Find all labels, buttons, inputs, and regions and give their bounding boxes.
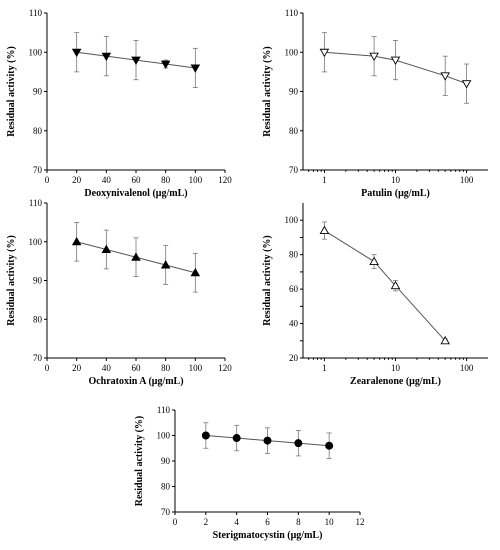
y-tick-label: 110 bbox=[29, 8, 43, 18]
data-point bbox=[160, 260, 171, 269]
x-axis-label: Zearalenone (μg/mL) bbox=[350, 376, 441, 387]
y-tick-label: 20 bbox=[289, 353, 299, 363]
data-point bbox=[319, 225, 330, 235]
y-tick-label: 40 bbox=[289, 319, 299, 329]
data-point bbox=[71, 48, 82, 58]
y-tick-label: 90 bbox=[33, 87, 43, 97]
y-tick-label: 100 bbox=[157, 431, 171, 441]
x-tick-label: 100 bbox=[189, 175, 203, 185]
y-tick-label: 100 bbox=[285, 47, 299, 57]
x-tick-label: 2 bbox=[204, 517, 209, 527]
data-point bbox=[390, 56, 401, 66]
x-tick-label: 80 bbox=[161, 363, 171, 373]
x-axis-label: Sterigmatocystin (μg/mL) bbox=[213, 530, 323, 541]
y-tick-label: 110 bbox=[285, 8, 299, 18]
x-tick-label: 80 bbox=[161, 175, 171, 185]
x-tick-label: 10 bbox=[391, 363, 401, 373]
y-tick-label: 80 bbox=[161, 482, 171, 492]
y-axis-label: Residual activity (%) bbox=[262, 46, 273, 137]
x-tick-label: 100 bbox=[189, 363, 203, 373]
x-tick-label: 0 bbox=[45, 175, 50, 185]
x-tick-label: 0 bbox=[45, 363, 50, 373]
y-axis-label: Residual activity (%) bbox=[262, 235, 273, 326]
x-tick-label: 0 bbox=[173, 517, 178, 527]
y-tick-label: 80 bbox=[33, 314, 43, 324]
x-tick-label: 100 bbox=[460, 363, 474, 373]
y-tick-label: 100 bbox=[29, 47, 43, 57]
data-point bbox=[71, 236, 82, 246]
data-point bbox=[201, 431, 210, 440]
x-tick-label: 40 bbox=[102, 363, 112, 373]
x-tick-label: 40 bbox=[102, 175, 112, 185]
data-point bbox=[263, 436, 272, 445]
y-axis-label: Residual activity (%) bbox=[6, 235, 17, 326]
data-point bbox=[440, 72, 450, 81]
x-tick-label: 20 bbox=[72, 175, 82, 185]
data-point bbox=[190, 64, 201, 73]
chart-panel-4: 20 40 60 80 100 1 10 100 Zearalenone (μg/mL) Resi… bbox=[262, 203, 488, 387]
chart-panel-1: 70 80 90 100 110 0 20 40 60 80 100 120 Deoxynivaleno… bbox=[6, 8, 232, 199]
data-point bbox=[461, 80, 472, 89]
data-point bbox=[101, 52, 112, 62]
y-tick-label: 70 bbox=[161, 507, 171, 517]
y-tick-label: 70 bbox=[289, 165, 299, 175]
x-tick-label: 100 bbox=[460, 175, 474, 185]
x-tick-label: 8 bbox=[296, 517, 301, 527]
x-tick-label: 12 bbox=[356, 517, 365, 527]
data-point bbox=[131, 56, 141, 66]
x-tick-label: 1 bbox=[322, 175, 327, 185]
x-axis-label: Deoxynivalenol (μg/mL) bbox=[84, 188, 187, 199]
data-point bbox=[390, 280, 401, 290]
x-tick-label: 120 bbox=[218, 175, 232, 185]
y-tick-label: 90 bbox=[33, 276, 43, 286]
chart-panel-3: 70 80 90 100 110 0 20 40 60 80 100 120 Ochratoxin A … bbox=[6, 198, 232, 387]
y-tick-label: 110 bbox=[29, 198, 43, 208]
chart-panel-5: 70 80 90 100 110 0 2 4 6 8 10 12 Sterigmatocystin (μ… bbox=[134, 405, 365, 541]
data-point bbox=[369, 256, 379, 266]
x-tick-label: 1 bbox=[322, 363, 327, 373]
y-tick-label: 90 bbox=[161, 456, 171, 466]
x-tick-label: 60 bbox=[132, 175, 142, 185]
x-tick-label: 120 bbox=[218, 363, 232, 373]
x-tick-label: 20 bbox=[72, 363, 82, 373]
y-tick-label: 70 bbox=[33, 165, 43, 175]
data-point bbox=[440, 335, 450, 345]
y-tick-label: 70 bbox=[33, 353, 43, 363]
x-tick-label: 60 bbox=[132, 363, 142, 373]
y-axis-label: Residual activity (%) bbox=[6, 46, 17, 137]
data-point bbox=[294, 439, 303, 448]
y-tick-label: 100 bbox=[285, 215, 299, 225]
data-point bbox=[369, 52, 379, 62]
data-point bbox=[325, 441, 334, 450]
data-point bbox=[319, 48, 330, 58]
data-point bbox=[131, 252, 141, 261]
data-point bbox=[101, 244, 112, 253]
data-point bbox=[232, 434, 241, 443]
y-tick-label: 90 bbox=[289, 87, 299, 97]
x-tick-label: 10 bbox=[325, 517, 335, 527]
y-tick-label: 60 bbox=[289, 284, 299, 294]
y-tick-label: 80 bbox=[289, 126, 299, 136]
x-axis-label: Ochratoxin A (μg/mL) bbox=[88, 376, 183, 387]
data-point bbox=[160, 60, 171, 69]
x-tick-label: 6 bbox=[265, 517, 270, 527]
series-line bbox=[324, 230, 446, 342]
y-tick-label: 80 bbox=[33, 126, 43, 136]
data-point bbox=[190, 267, 201, 277]
y-tick-label: 80 bbox=[289, 250, 299, 260]
x-tick-label: 4 bbox=[234, 517, 239, 527]
x-tick-label: 10 bbox=[391, 175, 401, 185]
y-axis-label: Residual activity (%) bbox=[134, 416, 145, 507]
x-axis-label: Patulin (μg/mL) bbox=[361, 188, 430, 199]
y-tick-label: 110 bbox=[157, 405, 171, 415]
y-tick-label: 100 bbox=[29, 237, 43, 247]
